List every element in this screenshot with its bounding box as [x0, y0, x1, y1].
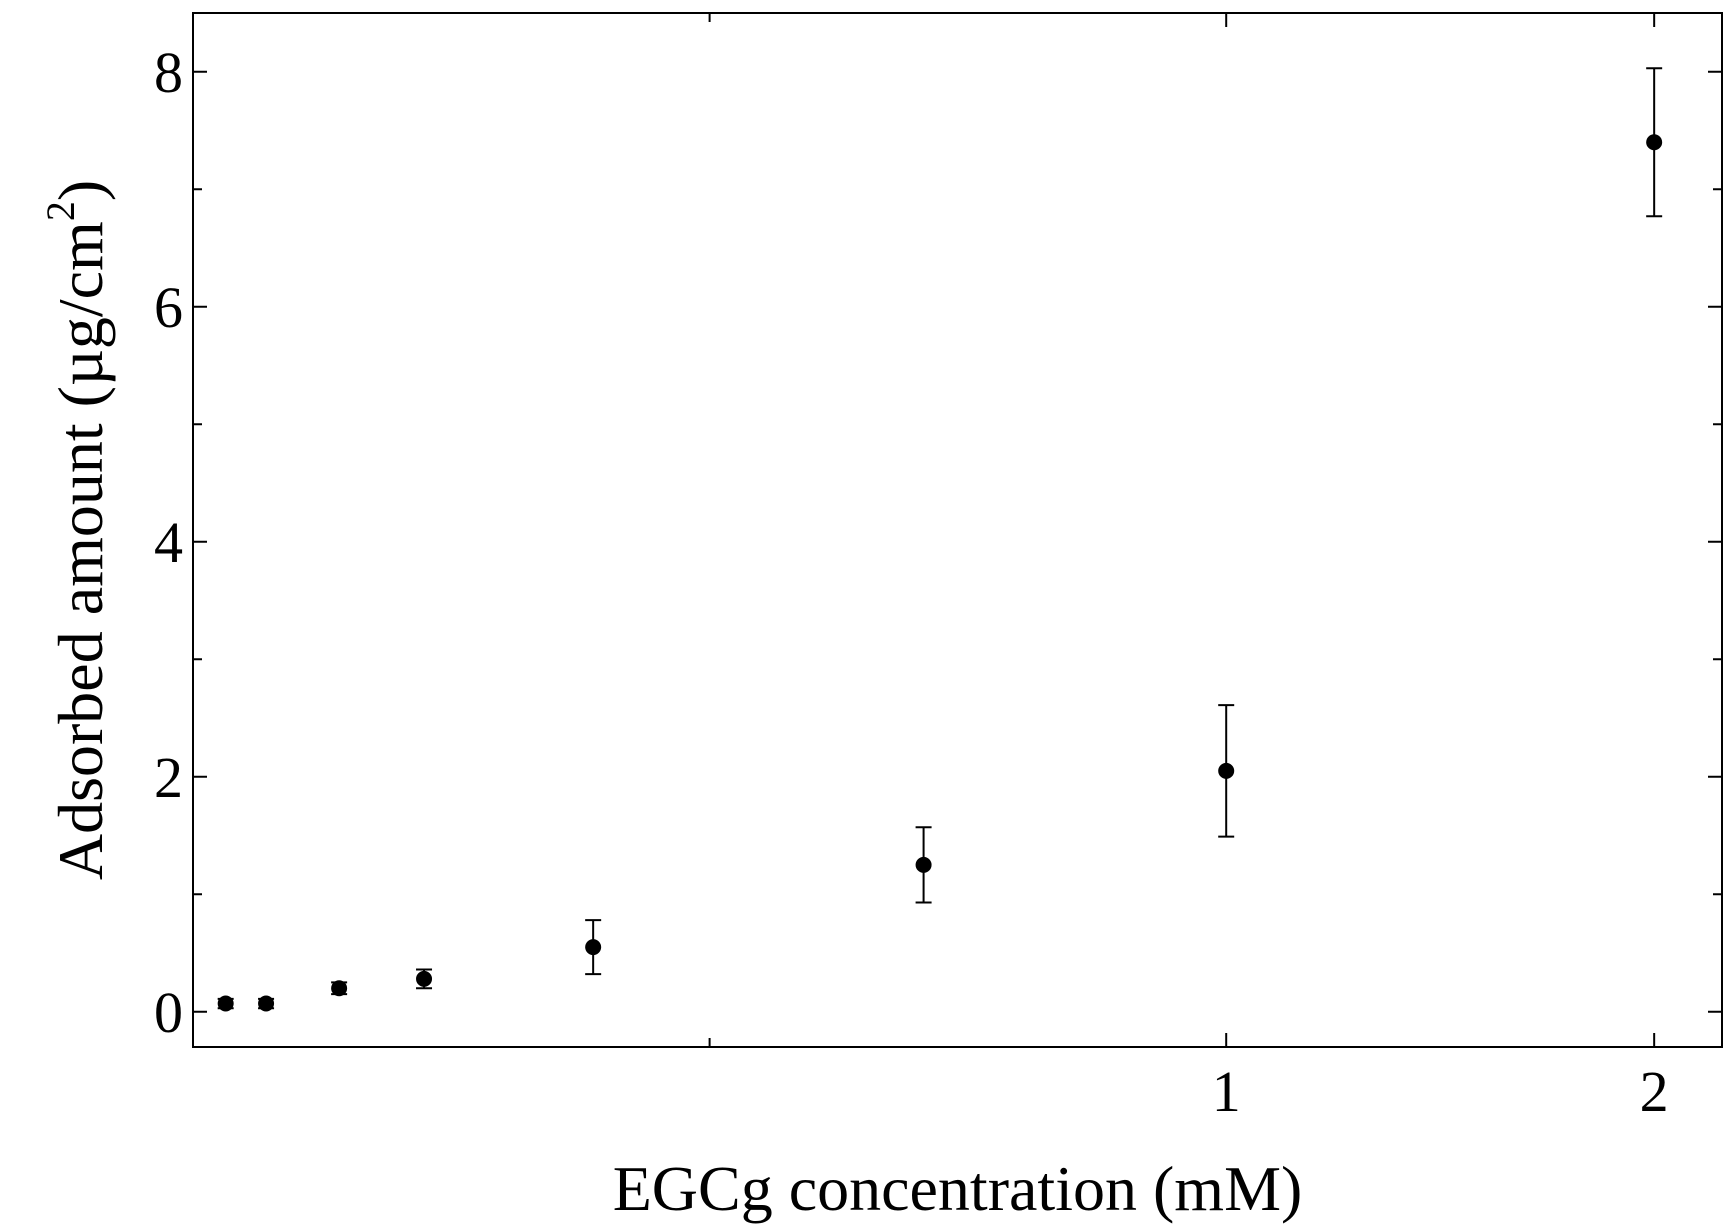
data-point: [331, 980, 348, 997]
data-point: [416, 968, 433, 990]
y-tick-label: 2: [154, 745, 183, 810]
data-marker: [258, 995, 275, 1012]
data-marker: [1646, 134, 1663, 151]
x-tick-label: 1: [1212, 1059, 1241, 1124]
data-point: [217, 995, 234, 1012]
y-axis-label-superscript: 2: [38, 201, 83, 221]
data-point: [915, 826, 932, 904]
data-marker: [1218, 762, 1235, 779]
data-point: [1218, 704, 1235, 838]
x-tick-label: 2: [1640, 1059, 1669, 1124]
ticks: 0 2 4 6 8 1 2: [154, 13, 1722, 1124]
data-marker: [585, 939, 602, 956]
y-tick-label: 0: [154, 980, 183, 1045]
data-marker: [915, 856, 932, 873]
y-tick-label: 4: [154, 510, 183, 575]
y-tick-label: 6: [154, 275, 183, 340]
y-axis-label-close: ): [45, 180, 116, 201]
y-axis-label-main: Adsorbed amount (µg/cm: [45, 221, 116, 880]
data-point: [585, 919, 602, 976]
data-marker: [416, 970, 433, 987]
data-point: [1646, 67, 1663, 218]
data-marker: [217, 995, 234, 1012]
plot-frame: [192, 12, 1723, 1048]
data-points: [217, 67, 1663, 1012]
x-axis-label: EGCg concentration (mM): [613, 1153, 1303, 1224]
y-tick-label: 8: [154, 40, 183, 105]
data-point: [258, 995, 275, 1012]
data-marker: [331, 980, 348, 997]
y-axis-label: Adsorbed amount (µg/cm2): [38, 180, 116, 880]
